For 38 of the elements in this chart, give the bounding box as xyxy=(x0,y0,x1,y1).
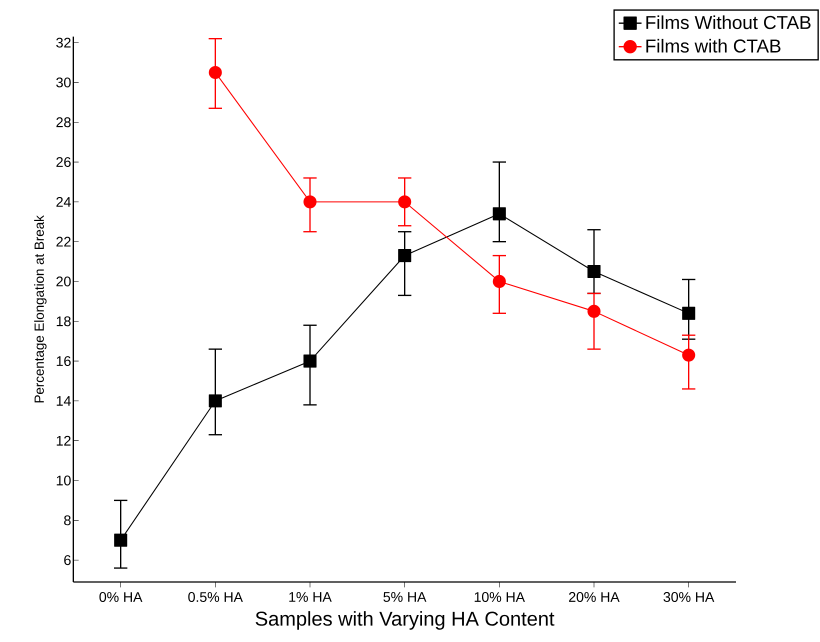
legend-label: Films with CTAB xyxy=(646,38,780,53)
point xyxy=(587,304,601,318)
y-tick-label: 20 xyxy=(56,276,71,286)
y-tick-label: 28 xyxy=(56,117,71,128)
y-tick-label: 22 xyxy=(56,236,71,247)
point xyxy=(114,534,128,547)
point xyxy=(682,306,696,320)
y-tick-label: 10 xyxy=(56,476,71,486)
y-tick-label: 32 xyxy=(56,38,71,48)
point xyxy=(492,274,506,288)
y-tick-label: 16 xyxy=(56,356,71,366)
x-axis-title: Samples with Varying HA Content xyxy=(256,611,554,630)
point xyxy=(398,195,412,208)
y-tick-label: 24 xyxy=(56,196,71,207)
x-tick-label: 10% HA xyxy=(474,592,525,602)
x-tick-label: 0.5% HA xyxy=(188,592,243,602)
y-tick-label: 26 xyxy=(56,157,71,168)
point xyxy=(208,66,222,80)
y-tick-label: 18 xyxy=(56,316,71,326)
point xyxy=(303,354,317,368)
y-tick-label: 6 xyxy=(64,555,71,566)
y-tick-label: 30 xyxy=(56,77,71,88)
point xyxy=(398,249,412,262)
y-tick-label: 12 xyxy=(56,436,71,446)
y-tick-label: 8 xyxy=(64,515,71,526)
x-tick-label: 0% HA xyxy=(99,592,142,602)
x-tick-label: 20% HA xyxy=(569,592,620,602)
point xyxy=(208,394,222,408)
x-tick-label: 1% HA xyxy=(289,592,332,602)
point xyxy=(587,264,601,278)
x-tick-label: 30% HA xyxy=(664,592,714,602)
legend-label: Films Without CTAB xyxy=(646,15,811,30)
point xyxy=(492,207,506,220)
y-tick-label: 14 xyxy=(56,396,71,406)
x-tick-label: 5% HA xyxy=(383,592,426,602)
y-axis-title: Percentage Elongation at Break xyxy=(34,215,47,402)
point xyxy=(682,348,696,362)
point xyxy=(303,195,317,208)
